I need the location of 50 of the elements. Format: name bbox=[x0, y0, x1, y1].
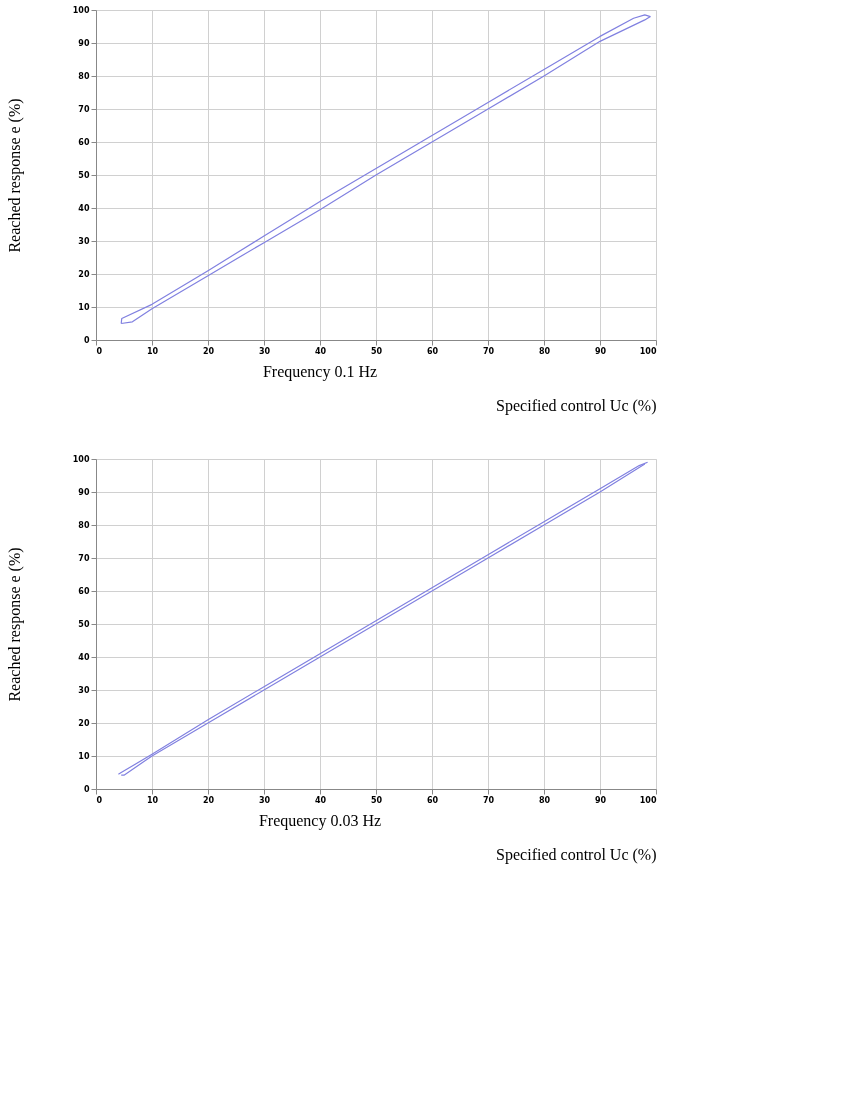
x-tick-label: 20 bbox=[202, 346, 215, 356]
x-tick-label: 90 bbox=[594, 346, 607, 356]
x-axis-title: Specified control Uc (%) bbox=[496, 845, 657, 864]
y-tick-label: 20 bbox=[78, 269, 90, 279]
x-tick-label: 0 bbox=[96, 346, 103, 356]
x-tick-label: 100 bbox=[639, 795, 657, 805]
y-tick-label: 80 bbox=[78, 71, 90, 81]
x-tick-label: 70 bbox=[482, 795, 495, 805]
y-tick-label: 20 bbox=[78, 718, 90, 728]
y-tick-label: 30 bbox=[78, 236, 90, 246]
y-tick-label: 90 bbox=[78, 487, 90, 497]
y-tick-label: 50 bbox=[78, 170, 90, 180]
x-axis-title: Specified control Uc (%) bbox=[496, 396, 657, 415]
x-tick-label: 50 bbox=[370, 795, 383, 805]
x-tick-label: 10 bbox=[146, 795, 159, 805]
x-tick-label: 90 bbox=[594, 795, 607, 805]
y-tick-label: 70 bbox=[78, 553, 90, 563]
x-tick-label: 0 bbox=[96, 795, 103, 805]
x-tick-label: 40 bbox=[314, 795, 327, 805]
x-tick-label: 80 bbox=[538, 346, 551, 356]
y-tick-label: 50 bbox=[78, 619, 90, 629]
y-tick-label: 60 bbox=[78, 137, 90, 147]
x-tick-label: 60 bbox=[426, 795, 439, 805]
x-tick-label: 50 bbox=[370, 346, 383, 356]
x-tick-label: 100 bbox=[639, 346, 657, 356]
y-tick-label: 70 bbox=[78, 104, 90, 114]
y-tick-label: 100 bbox=[72, 454, 90, 464]
x-tick-label: 30 bbox=[258, 795, 271, 805]
x-tick-label: 40 bbox=[314, 346, 327, 356]
y-tick-label: 10 bbox=[78, 302, 90, 312]
y-axis-title: Reached response e (%) bbox=[5, 98, 24, 253]
y-tick-label: 0 bbox=[83, 784, 90, 794]
y-tick-label: 0 bbox=[83, 335, 90, 345]
y-tick-label: 60 bbox=[78, 586, 90, 596]
x-tick-label: 30 bbox=[258, 346, 271, 356]
y-tick-label: 40 bbox=[78, 652, 90, 662]
x-tick-label: 80 bbox=[538, 795, 551, 805]
y-tick-label: 80 bbox=[78, 520, 90, 530]
y-tick-label: 100 bbox=[72, 5, 90, 15]
text: Frequency 0.03 Hz bbox=[258, 812, 382, 830]
x-tick-label: 10 bbox=[146, 346, 159, 356]
y-tick-label: 30 bbox=[78, 685, 90, 695]
x-tick-label: 20 bbox=[202, 795, 215, 805]
y-tick-label: 10 bbox=[78, 751, 90, 761]
y-tick-label: 40 bbox=[78, 203, 90, 213]
y-tick-label: 90 bbox=[78, 38, 90, 48]
x-tick-label: 60 bbox=[426, 346, 439, 356]
text: Frequency 0.1 Hz bbox=[262, 363, 378, 381]
y-axis-title: Reached response e (%) bbox=[5, 547, 24, 702]
x-tick-label: 70 bbox=[482, 346, 495, 356]
